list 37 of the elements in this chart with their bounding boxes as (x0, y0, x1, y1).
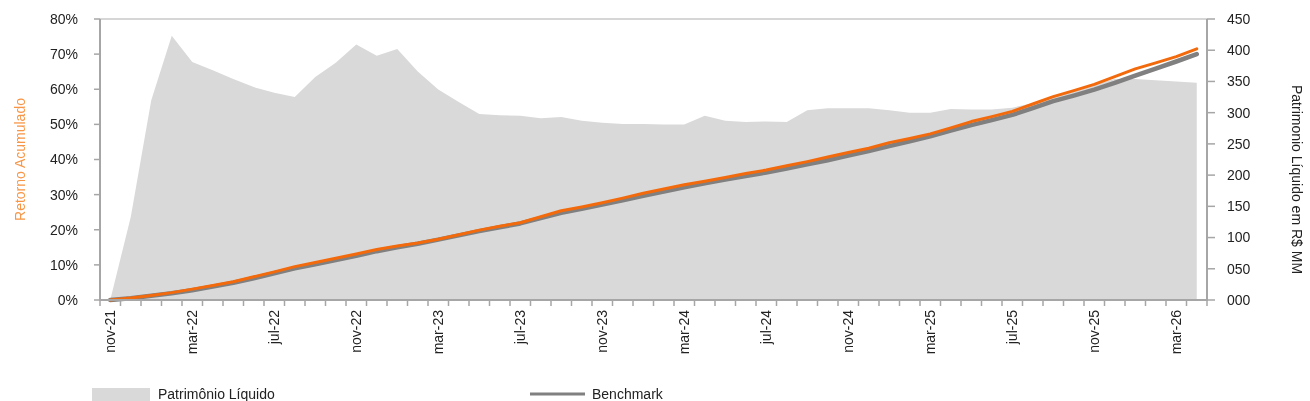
legend-label: Patrimônio Líquido (158, 385, 275, 401)
y2-tick-label: 000 (1227, 291, 1251, 308)
y-tick-label: 0% (57, 291, 78, 308)
y2-tick-label: 200 (1227, 167, 1251, 184)
y-tick-label: 60% (49, 81, 78, 98)
x-tick-label: mar-22 (184, 309, 201, 355)
y2-tick-label: 050 (1227, 260, 1251, 277)
legend-label: Benchmark (592, 385, 664, 401)
y-tick-label: 20% (49, 221, 78, 238)
x-tick-label: nov-21 (102, 309, 119, 353)
y-tick-label: 50% (49, 116, 78, 133)
x-tick-label: jul-22 (266, 309, 283, 346)
y2-tick-label: 150 (1227, 198, 1251, 215)
x-tick-label: jul-23 (512, 309, 529, 346)
x-tick-label: mar-23 (430, 309, 447, 355)
y2-tick-label: 450 (1227, 10, 1251, 27)
x-tick-label: mar-26 (1168, 309, 1185, 355)
y2-tick-label: 300 (1227, 104, 1251, 121)
y-tick-label: 10% (49, 256, 78, 273)
y2-tick-label: 400 (1227, 42, 1251, 59)
x-tick-label: nov-22 (348, 309, 365, 353)
y-axis-title: Retorno Acumulado (11, 97, 28, 221)
x-tick-label: nov-23 (594, 309, 611, 353)
y-tick-label: 70% (49, 46, 78, 63)
y2-tick-label: 350 (1227, 73, 1251, 90)
x-tick-label: nov-24 (840, 309, 857, 353)
y2-tick-label: 250 (1227, 135, 1251, 152)
x-tick-label: nov-25 (1086, 309, 1103, 353)
y2-axis-title: Patrimonio Líquido em R$ MM (1289, 84, 1306, 275)
x-tick-label: mar-24 (676, 309, 693, 355)
y-tick-label: 30% (49, 186, 78, 203)
y-tick-label: 80% (49, 10, 78, 27)
x-tick-label: jul-25 (1004, 309, 1021, 346)
y-tick-label: 40% (49, 151, 78, 168)
x-tick-label: mar-25 (922, 309, 939, 355)
y2-tick-label: 100 (1227, 229, 1251, 246)
x-tick-label: jul-24 (758, 309, 775, 346)
